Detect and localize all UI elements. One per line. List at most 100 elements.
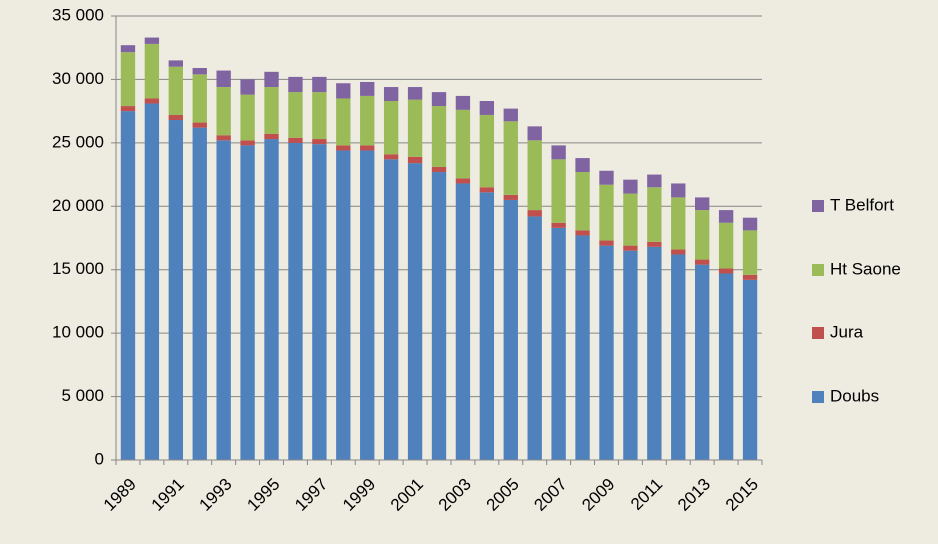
bar-segment — [360, 145, 375, 151]
bar-segment — [551, 159, 566, 223]
bar-segment — [623, 250, 638, 460]
bar-segment — [647, 187, 662, 242]
bar-segment — [312, 139, 327, 145]
x-tick-label: 2001 — [387, 475, 427, 515]
bar-segment — [455, 183, 471, 461]
bar-segment — [360, 81, 375, 96]
bar-segment — [192, 74, 207, 123]
bar-segment — [144, 103, 160, 460]
x-tick-label: 1993 — [195, 475, 235, 515]
bar-segment — [479, 192, 495, 460]
bar-segment — [240, 140, 255, 146]
bar-segment — [551, 145, 566, 160]
y-tick-label: 10 000 — [52, 323, 104, 342]
y-tick-label: 20 000 — [52, 196, 104, 215]
bar-segment — [647, 241, 662, 247]
bar-segment — [192, 122, 207, 128]
bar-segment — [671, 249, 686, 255]
bar-segment — [695, 259, 710, 265]
x-tick-label: 2011 — [627, 475, 666, 514]
bar-segment — [312, 92, 327, 140]
bar-segment — [144, 43, 160, 99]
bar-segment — [623, 245, 638, 251]
y-tick-label: 30 000 — [52, 69, 104, 88]
bar-segment — [718, 222, 734, 269]
bar-segment — [623, 179, 638, 194]
bar-segment — [383, 159, 399, 460]
bar-segment — [455, 109, 471, 179]
legend-swatch — [812, 327, 824, 339]
bar-segment — [503, 194, 518, 200]
y-tick-label: 0 — [95, 449, 104, 468]
x-tick-label: 2009 — [578, 475, 618, 515]
y-tick-label: 5 000 — [61, 386, 104, 405]
bar-segment — [575, 235, 590, 460]
bar-segment — [336, 98, 351, 146]
bar-segment — [168, 60, 183, 67]
bar-segment — [360, 95, 375, 146]
bar-segment — [216, 140, 231, 460]
bar-segment — [671, 183, 686, 198]
bar-segment — [407, 99, 423, 157]
x-tick-label: 2015 — [722, 475, 762, 515]
x-tick-label: 1991 — [148, 475, 188, 515]
bar-segment — [240, 94, 255, 141]
bar-segment — [120, 111, 136, 461]
bar-segment — [383, 100, 399, 155]
bar-segment — [407, 163, 423, 460]
bar-segment — [144, 98, 160, 104]
bar-segment — [718, 268, 734, 274]
bar-segment — [288, 137, 303, 143]
bar-segment — [455, 95, 471, 110]
legend-swatch — [812, 264, 824, 276]
bar-segment — [264, 139, 279, 460]
bar-segment — [336, 150, 351, 460]
bar-segment — [216, 70, 231, 88]
bar-segment — [431, 106, 447, 167]
bar-segment — [695, 210, 710, 260]
bar-segment — [216, 87, 231, 136]
legend-swatch — [812, 200, 824, 212]
bar-segment — [742, 230, 758, 275]
bar-segment — [503, 108, 518, 122]
x-tick-label: 2005 — [483, 475, 523, 515]
bar-segment — [575, 230, 590, 236]
legend-label: T Belfort — [830, 195, 894, 214]
bar-segment — [718, 273, 734, 460]
bar-segment — [742, 279, 758, 460]
bar-segment — [168, 114, 183, 121]
x-tick-label: 2003 — [435, 475, 475, 515]
legend-label: Ht Saone — [830, 259, 901, 278]
bar-segment — [479, 187, 495, 193]
bar-segment — [575, 158, 590, 173]
bar-segment — [431, 166, 447, 173]
bar-segment — [336, 83, 351, 99]
bar-segment — [671, 254, 686, 460]
y-tick-label: 35 000 — [52, 5, 104, 24]
legend-swatch — [812, 391, 824, 403]
bar-segment — [599, 184, 614, 241]
bar-segment — [407, 87, 423, 100]
bar-segment — [742, 217, 758, 231]
bar-segment — [336, 145, 351, 151]
x-tick-label: 2013 — [674, 475, 714, 515]
bar-segment — [479, 114, 495, 188]
bar-segment — [695, 197, 710, 211]
bar-segment — [264, 87, 279, 134]
bar-segment — [455, 178, 471, 184]
bar-segment — [312, 144, 327, 460]
bar-segment — [551, 222, 566, 228]
bar-segment — [288, 142, 303, 460]
x-tick-label: 1999 — [339, 475, 379, 515]
bar-segment — [383, 154, 399, 160]
y-tick-label: 25 000 — [52, 132, 104, 151]
bar-segment — [503, 121, 518, 195]
bar-segment — [192, 127, 207, 461]
bar-segment — [671, 197, 686, 250]
bar-segment — [527, 126, 542, 141]
bar-segment — [431, 92, 447, 107]
bar-segment — [479, 100, 495, 115]
bar-segment — [288, 76, 303, 93]
